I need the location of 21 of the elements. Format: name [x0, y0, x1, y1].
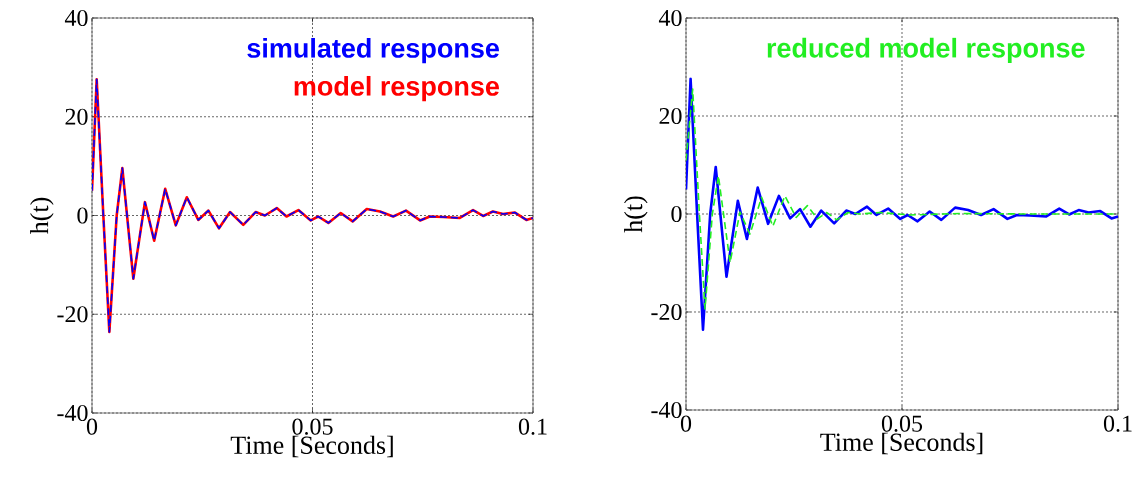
y-axis-title: h(t): [30, 197, 54, 235]
y-tick-label: -20: [57, 306, 88, 323]
y-tick-label: -40: [57, 404, 88, 422]
y-tick-label: -40: [651, 401, 682, 419]
x-axis-title: Time [Seconds]: [230, 435, 393, 458]
x-tick-label: 0.1: [1103, 415, 1132, 432]
y-tick-label: 40: [64, 9, 88, 27]
y-tick-label: 40: [658, 9, 682, 27]
text: simulated response: [247, 37, 499, 64]
text: model response: [294, 75, 499, 102]
y-tick-label: -20: [651, 303, 682, 321]
x-axis-title: Time [Seconds]: [820, 432, 983, 455]
x-tick-label: 0.05: [292, 418, 333, 435]
y-tick-label: 0: [671, 205, 682, 223]
x-tick-label: 0.05: [881, 415, 923, 432]
x-tick-label: 0.1: [518, 418, 547, 435]
y-tick-label: 20: [659, 107, 682, 125]
y-tick-label: 0: [77, 207, 88, 224]
text: reduced model response: [767, 37, 1085, 64]
y-axis-title: h(t): [624, 196, 648, 233]
y-tick-label: 20: [65, 108, 88, 125]
